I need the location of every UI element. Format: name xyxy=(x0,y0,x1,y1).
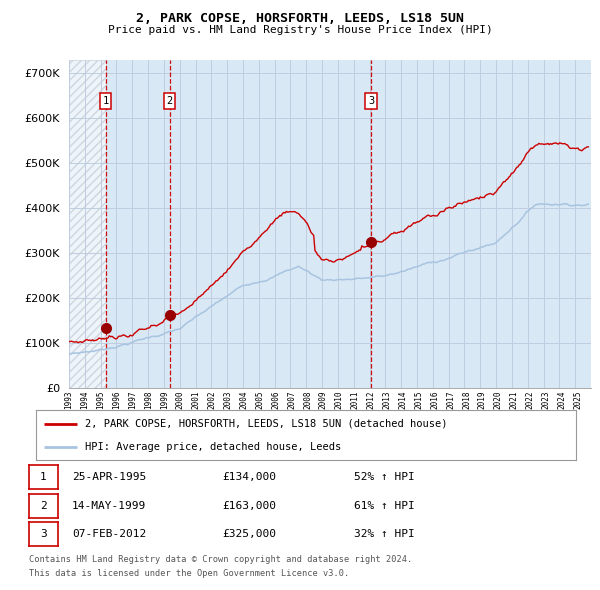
Text: 2021: 2021 xyxy=(510,391,519,409)
Text: 2000: 2000 xyxy=(176,391,185,409)
Text: 2018: 2018 xyxy=(462,391,471,409)
Text: 2019: 2019 xyxy=(478,391,487,409)
Text: 2012: 2012 xyxy=(367,391,376,409)
Text: 1993: 1993 xyxy=(65,391,74,409)
Text: 32% ↑ HPI: 32% ↑ HPI xyxy=(354,529,415,539)
Text: 2006: 2006 xyxy=(271,391,280,409)
Text: HPI: Average price, detached house, Leeds: HPI: Average price, detached house, Leed… xyxy=(85,441,341,451)
Text: 2024: 2024 xyxy=(557,391,566,409)
Text: Contains HM Land Registry data © Crown copyright and database right 2024.: Contains HM Land Registry data © Crown c… xyxy=(29,555,412,564)
Text: £325,000: £325,000 xyxy=(222,529,276,539)
Text: 1997: 1997 xyxy=(128,391,137,409)
Text: 61% ↑ HPI: 61% ↑ HPI xyxy=(354,501,415,511)
Bar xyxy=(69,60,106,388)
Text: 1996: 1996 xyxy=(112,391,121,409)
Text: 1994: 1994 xyxy=(80,391,89,409)
Text: This data is licensed under the Open Government Licence v3.0.: This data is licensed under the Open Gov… xyxy=(29,569,349,578)
Text: 2015: 2015 xyxy=(415,391,424,409)
Text: 07-FEB-2012: 07-FEB-2012 xyxy=(72,529,146,539)
Text: 2, PARK COPSE, HORSFORTH, LEEDS, LS18 5UN (detached house): 2, PARK COPSE, HORSFORTH, LEEDS, LS18 5U… xyxy=(85,418,447,428)
Text: 2001: 2001 xyxy=(192,391,201,409)
Text: 2003: 2003 xyxy=(224,391,233,409)
Text: 2, PARK COPSE, HORSFORTH, LEEDS, LS18 5UN: 2, PARK COPSE, HORSFORTH, LEEDS, LS18 5U… xyxy=(136,12,464,25)
Text: 2017: 2017 xyxy=(446,391,455,409)
Text: 2013: 2013 xyxy=(383,391,392,409)
Text: 2011: 2011 xyxy=(351,391,360,409)
Text: 2: 2 xyxy=(167,96,173,106)
Text: 2005: 2005 xyxy=(256,391,265,409)
Text: 52% ↑ HPI: 52% ↑ HPI xyxy=(354,472,415,482)
Text: 2022: 2022 xyxy=(526,391,535,409)
Text: 2009: 2009 xyxy=(319,391,328,409)
Text: £134,000: £134,000 xyxy=(222,472,276,482)
Text: 1995: 1995 xyxy=(97,391,106,409)
Text: £163,000: £163,000 xyxy=(222,501,276,511)
Text: 2004: 2004 xyxy=(239,391,248,409)
Text: 2007: 2007 xyxy=(287,391,296,409)
Text: 2014: 2014 xyxy=(398,391,407,409)
Text: 2016: 2016 xyxy=(430,391,439,409)
Text: 2: 2 xyxy=(40,501,47,511)
Text: 3: 3 xyxy=(40,529,47,539)
Text: 3: 3 xyxy=(368,96,374,106)
Text: 2025: 2025 xyxy=(574,391,583,409)
Text: 2023: 2023 xyxy=(542,391,551,409)
Text: 2008: 2008 xyxy=(303,391,312,409)
Text: 1: 1 xyxy=(40,472,47,482)
Text: 1: 1 xyxy=(103,96,109,106)
Text: 1999: 1999 xyxy=(160,391,169,409)
Text: Price paid vs. HM Land Registry's House Price Index (HPI): Price paid vs. HM Land Registry's House … xyxy=(107,25,493,35)
Text: 14-MAY-1999: 14-MAY-1999 xyxy=(72,501,146,511)
Text: 2002: 2002 xyxy=(208,391,217,409)
Text: 2020: 2020 xyxy=(494,391,503,409)
Text: 2010: 2010 xyxy=(335,391,344,409)
Text: 25-APR-1995: 25-APR-1995 xyxy=(72,472,146,482)
Text: 1998: 1998 xyxy=(144,391,153,409)
